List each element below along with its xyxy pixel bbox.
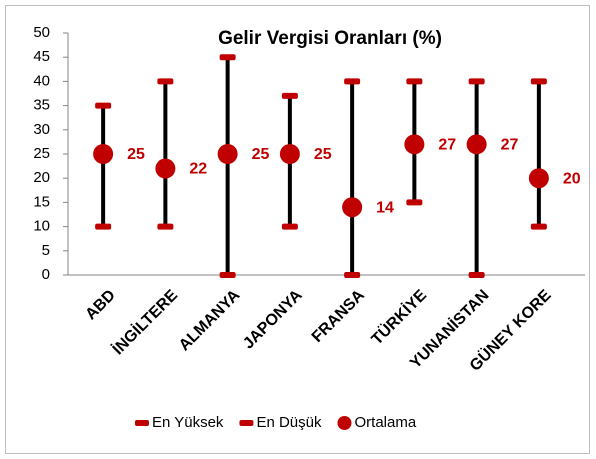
dash-marker <box>530 78 547 85</box>
data-label: 27 <box>501 137 519 154</box>
legend-marker <box>135 420 149 426</box>
y-tick-label: 20 <box>33 169 50 186</box>
dash-marker <box>468 78 485 85</box>
data-label: 25 <box>314 146 332 163</box>
data-label: 25 <box>127 146 145 163</box>
dot-marker <box>279 144 300 164</box>
data-label: 27 <box>438 137 456 154</box>
chart-title: Gelir Vergisi Oranları (%) <box>218 28 442 49</box>
y-tick-label: 15 <box>33 193 50 210</box>
dot-marker <box>404 134 425 155</box>
data-label: 22 <box>189 161 207 178</box>
y-tick-label: 0 <box>42 266 50 283</box>
dash-marker <box>344 78 361 85</box>
dash-marker <box>157 78 174 85</box>
dash-marker <box>468 272 485 278</box>
dash-marker <box>219 54 236 61</box>
y-tick-label: 10 <box>33 218 50 235</box>
chart-border <box>5 5 590 454</box>
dash-marker <box>406 78 423 85</box>
dash-marker <box>344 272 361 278</box>
dot-marker <box>528 168 549 189</box>
dash-marker <box>281 92 298 99</box>
dash-marker <box>219 272 236 278</box>
dash-marker <box>95 102 112 109</box>
y-tick-label: 35 <box>33 97 50 114</box>
dash-marker <box>95 223 112 230</box>
dot-marker <box>466 134 487 155</box>
dash-marker <box>530 223 547 230</box>
data-label: 14 <box>376 199 394 216</box>
y-tick-label: 45 <box>33 48 50 65</box>
legend-label: Ortalama <box>354 414 416 431</box>
legend-label: En Yüksek <box>152 414 224 431</box>
y-tick-label: 30 <box>33 121 50 138</box>
legend-marker <box>239 420 254 426</box>
y-tick-label: 5 <box>42 242 50 259</box>
y-tick-label: 25 <box>33 145 50 162</box>
dot-marker <box>93 144 114 164</box>
data-label: 25 <box>252 146 270 163</box>
legend-label: En Düşük <box>256 414 322 431</box>
legend-marker <box>337 416 352 430</box>
data-label: 20 <box>563 170 581 187</box>
y-tick-label: 40 <box>33 72 50 89</box>
dot-marker <box>155 158 176 179</box>
dash-marker <box>281 223 298 230</box>
dash-marker <box>406 199 423 206</box>
dash-marker <box>157 223 174 230</box>
y-tick-label: 50 <box>33 24 50 41</box>
dot-marker <box>217 144 238 164</box>
dot-marker <box>342 197 363 218</box>
